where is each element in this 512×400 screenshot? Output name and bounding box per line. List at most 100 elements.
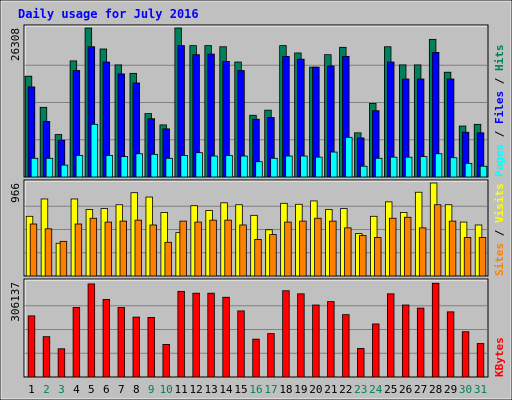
bar-sites-day-24 [374, 237, 382, 277]
y-max-label: 306137 [9, 282, 22, 322]
panel-legend: Pages / Files / Hits [493, 45, 506, 178]
x-tick-label-day-26: 26 [399, 383, 412, 396]
bar-sites-day-9 [149, 224, 157, 277]
bar-kbytes-day-14 [222, 296, 230, 378]
x-tick-label-day-10: 10 [160, 383, 173, 396]
bar-pages-day-10 [165, 157, 173, 178]
x-tick-label-day-24: 24 [369, 383, 383, 396]
x-tick-label-day-22: 22 [339, 383, 352, 396]
x-tick-label-day-31: 31 [474, 383, 487, 396]
bar-sites-day-18 [284, 221, 292, 277]
x-axis-labels: 1 2 3 4 5 6 7 8 9 10 11 12 13 14 15 16 17 18 19 20 21 22 23 24 2… [28, 383, 487, 396]
bar-sites-day-4 [74, 223, 83, 277]
bar-sites-day-28 [433, 204, 442, 277]
bar-sites-day-11 [179, 220, 187, 277]
bar-kbytes-day-5 [87, 283, 96, 378]
bar-pages-day-18 [285, 155, 293, 178]
bar-kbytes-day-27 [416, 307, 425, 378]
bar-pages-day-16 [255, 161, 263, 178]
bar-sites-day-1 [29, 223, 38, 277]
bar-kbytes-day-24 [372, 323, 380, 378]
bar-pages-day-4 [75, 155, 84, 178]
bar-kbytes-day-13 [207, 292, 215, 378]
x-tick-label-day-16: 16 [249, 383, 262, 396]
bar-kbytes-day-25 [387, 293, 395, 378]
bar-kbytes-day-10 [162, 344, 170, 378]
bar-kbytes-day-6 [102, 299, 111, 378]
bar-sites-day-27 [418, 227, 427, 277]
bar-pages-day-17 [270, 157, 278, 178]
bar-sites-day-17 [269, 234, 277, 277]
bar-pages-day-21 [330, 151, 338, 178]
x-tick-label-day-12: 12 [190, 383, 203, 396]
legend-kbytes: KBytes [493, 337, 506, 377]
chart-title: Daily usage for July 2016 [18, 7, 199, 21]
legend-sites: Sites [493, 243, 506, 276]
bar-kbytes-day-19 [297, 293, 305, 378]
bar-sites-day-3 [59, 240, 68, 277]
bar-kbytes-day-23 [357, 348, 365, 378]
bar-kbytes-day-9 [147, 317, 155, 378]
bar-sites-day-5 [89, 217, 98, 277]
bar-pages-day-25 [390, 156, 398, 178]
bar-sites-day-25 [389, 217, 397, 277]
x-tick-label-day-15: 15 [234, 383, 247, 396]
bar-pages-day-13 [210, 155, 218, 178]
bar-pages-day-19 [300, 155, 308, 178]
bar-sites-day-26 [403, 216, 412, 277]
bar-kbytes-day-17 [267, 333, 275, 378]
chart-panel-1: 26308 Pages / Files / Hits [9, 24, 506, 178]
bar-kbytes-day-30 [461, 331, 470, 378]
legend-hits: Hits [493, 45, 506, 72]
x-tick-label-day-28: 28 [429, 383, 442, 396]
bar-pages-day-14 [225, 155, 233, 178]
x-tick-label-day-19: 19 [294, 383, 307, 396]
bar-pages-day-31 [479, 165, 488, 178]
chart-panels: 26308 Pages / Files / Hits 966 Sites / Visi… [9, 24, 506, 378]
bar-pages-day-2 [45, 157, 54, 178]
bar-pages-day-24 [375, 157, 383, 178]
bar-kbytes-day-20 [312, 304, 320, 378]
x-tick-label-day-27: 27 [414, 383, 427, 396]
bar-kbytes-day-3 [57, 348, 66, 378]
bar-kbytes-day-22 [342, 314, 350, 378]
bar-kbytes-day-15 [237, 310, 245, 378]
legend-visits: Visits [493, 183, 506, 223]
bar-kbytes-day-1 [27, 315, 36, 378]
x-tick-label-day-6: 6 [103, 383, 110, 396]
x-tick-label-day-3: 3 [58, 383, 65, 396]
bar-sites-day-16 [254, 239, 262, 277]
bar-sites-day-23 [359, 235, 367, 277]
bar-pages-day-15 [240, 155, 248, 178]
x-tick-label-day-5: 5 [88, 383, 95, 396]
y-max-label: 26308 [9, 28, 22, 61]
bar-sites-day-20 [314, 217, 322, 277]
bar-pages-day-28 [434, 153, 443, 178]
bar-kbytes-day-7 [117, 307, 125, 378]
bar-pages-day-20 [315, 156, 323, 178]
bar-pages-day-12 [195, 152, 203, 178]
legend-files: Files [493, 91, 506, 124]
bar-kbytes-day-4 [72, 307, 81, 378]
bar-kbytes-day-8 [132, 316, 140, 378]
bar-sites-day-19 [299, 220, 307, 277]
y-max-label: 966 [9, 183, 22, 203]
x-tick-label-day-25: 25 [384, 383, 397, 396]
chart-panel-2: 966 Sites / Visits [9, 179, 506, 277]
bar-sites-day-13 [209, 219, 217, 277]
bar-kbytes-day-11 [177, 290, 185, 378]
bar-pages-day-8 [135, 153, 143, 178]
bar-pages-day-30 [464, 163, 473, 178]
legend-pages: Pages [493, 144, 506, 177]
bar-pages-day-29 [449, 157, 458, 178]
bar-pages-day-26 [404, 156, 413, 178]
x-tick-label-day-1: 1 [28, 383, 35, 396]
bar-sites-day-12 [194, 221, 202, 277]
bar-sites-day-6 [104, 221, 113, 277]
bar-kbytes-day-28 [431, 282, 440, 378]
x-tick-label-day-11: 11 [175, 383, 188, 396]
bar-kbytes-day-2 [42, 336, 51, 378]
panel-legend: KBytes [493, 337, 506, 377]
